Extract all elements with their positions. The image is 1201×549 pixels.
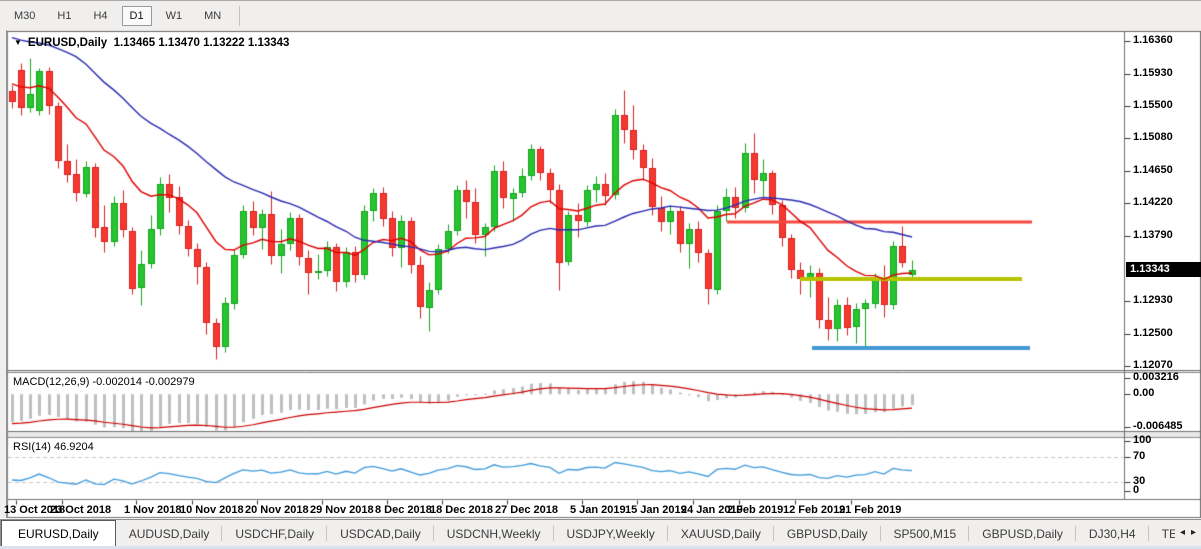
tabbar-left-stub <box>0 520 1 547</box>
tab-eurusd-daily[interactable]: EURUSD,Daily <box>1 520 116 547</box>
tab-audusd-daily[interactable]: AUDUSD,Daily <box>116 520 223 547</box>
tab-gbpusd-daily[interactable]: GBPUSD,Daily <box>969 520 1076 547</box>
tab-usdchf-daily[interactable]: USDCHF,Daily <box>222 520 327 547</box>
tab-scroll-right-icon[interactable]: ▸ <box>1190 527 1196 538</box>
tab-usdcnh-weekly[interactable]: USDCNH,Weekly <box>434 520 554 547</box>
tab-gbpusd-daily[interactable]: GBPUSD,Daily <box>774 520 881 547</box>
tab-dj30-h4[interactable]: DJ30,H4 <box>1076 520 1149 547</box>
bottom-strip <box>0 546 1201 549</box>
tab-usdcad-daily[interactable]: USDCAD,Daily <box>327 520 434 547</box>
tab-scroll-arrows: ◂ ▸ <box>1174 520 1201 545</box>
tab-sp500-m15[interactable]: SP500,M15 <box>881 520 970 547</box>
tab-scroll-left-icon[interactable]: ◂ <box>1179 527 1185 538</box>
tab-usdjpy-weekly[interactable]: USDJPY,Weekly <box>554 520 669 547</box>
chart-tab-bar: EURUSD,Daily AUDUSD,Daily USDCHF,Daily USDC… <box>0 519 1201 547</box>
tab-xauusd-daily[interactable]: XAUUSD,Daily <box>668 520 774 547</box>
